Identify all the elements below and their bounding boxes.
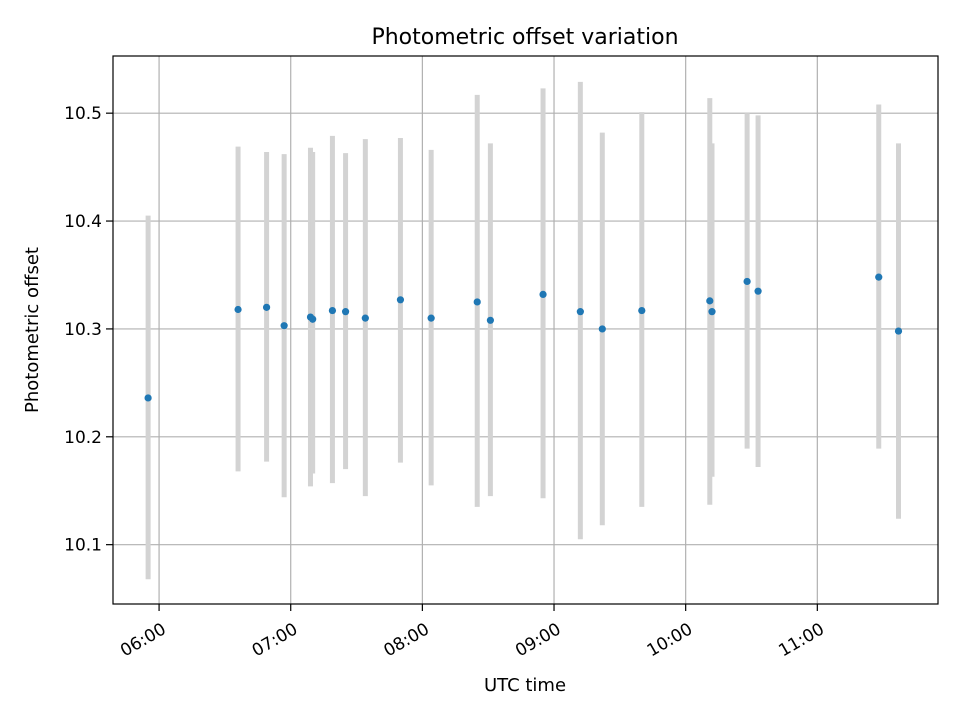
data-point [361, 314, 369, 322]
data-point [280, 322, 288, 330]
data-point [486, 316, 494, 324]
chart-title: Photometric offset variation [371, 25, 678, 50]
data-point [894, 327, 903, 335]
data-point [638, 306, 646, 315]
data-point [875, 273, 883, 281]
data-point [706, 297, 714, 305]
data-point [427, 314, 435, 322]
y-tick-label: 10.4 [64, 212, 102, 232]
data-point [234, 305, 242, 314]
grid [113, 56, 938, 604]
plot-area-frame [112, 55, 939, 605]
data-point [539, 290, 547, 299]
data-point [309, 315, 317, 323]
data-point [328, 306, 337, 315]
x-axis-label: UTC time [484, 675, 566, 696]
y-tick-label: 10.5 [64, 104, 102, 124]
y-tick-label: 10.3 [64, 320, 102, 340]
data-point [754, 287, 762, 295]
data-point [144, 394, 152, 402]
y-tick-label: 10.2 [64, 428, 102, 448]
data-points [144, 273, 903, 402]
data-point [598, 325, 606, 333]
y-tick-label: 10.1 [64, 536, 102, 556]
data-point [341, 308, 350, 316]
data-point [262, 303, 271, 311]
data-point [708, 308, 716, 316]
data-point [473, 298, 481, 306]
data-point [396, 296, 405, 304]
data-point [743, 277, 751, 286]
data-point [576, 308, 584, 316]
y-axis-label: Photometric offset [22, 247, 43, 413]
